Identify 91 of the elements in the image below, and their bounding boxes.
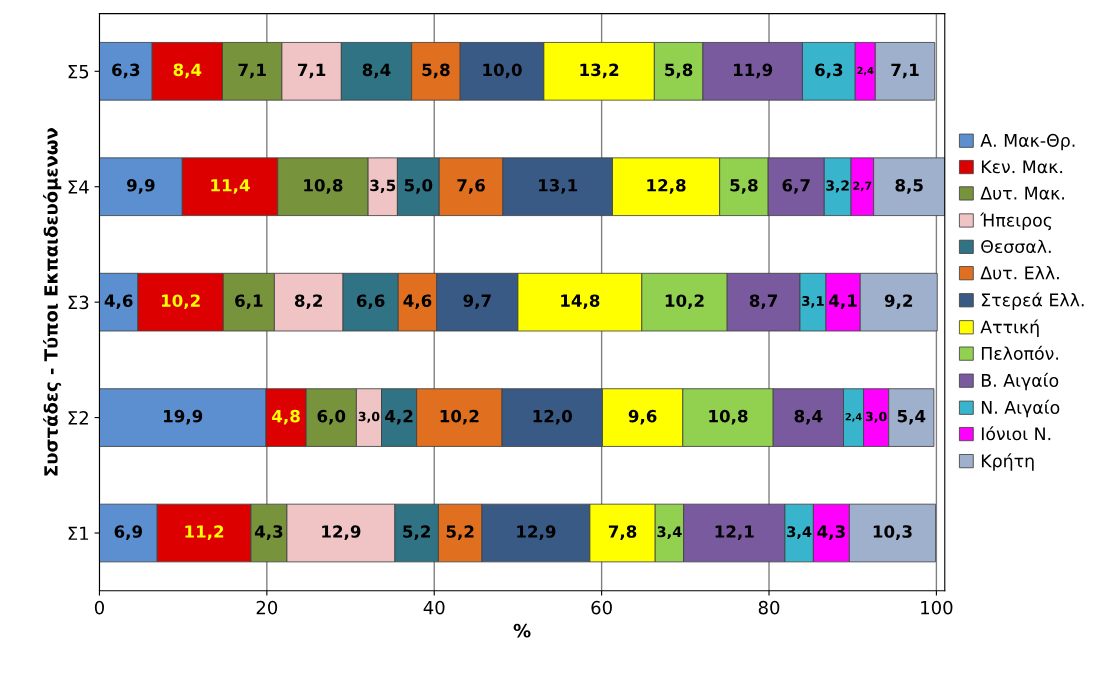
data-label: 6,3 xyxy=(815,63,843,79)
x-tick-label: 40 xyxy=(423,600,445,615)
data-label: 11,9 xyxy=(734,63,773,79)
data-label: 4,3 xyxy=(254,525,283,540)
data-label: 7,8 xyxy=(608,525,637,540)
data-label: 10,8 xyxy=(304,178,343,194)
data-label: 12,9 xyxy=(517,525,556,540)
y-tick-label: Σ2 xyxy=(68,411,88,425)
data-label: 3,4 xyxy=(787,526,812,540)
data-label: 6,1 xyxy=(235,294,263,310)
data-label: 9,7 xyxy=(463,294,491,310)
data-label: 8,7 xyxy=(749,294,778,310)
data-label: 10,2 xyxy=(440,409,479,425)
data-label: 4,6 xyxy=(104,294,133,310)
legend-label: Β. Αιγαίο xyxy=(981,372,1059,391)
y-tick-label: Σ4 xyxy=(68,180,89,194)
data-label: 6,0 xyxy=(317,409,346,425)
data-label: 4,3 xyxy=(817,525,845,540)
x-tick-label: 0 xyxy=(94,600,104,615)
data-label: 7,1 xyxy=(297,63,326,79)
data-label: 8,4 xyxy=(362,63,391,79)
legend-label: Θεσσαλ. xyxy=(981,239,1051,254)
data-label: 7,1 xyxy=(891,63,919,79)
data-label: 3,0 xyxy=(865,411,887,423)
data-label: 4,2 xyxy=(385,409,413,425)
data-label: 8,4 xyxy=(173,63,202,79)
data-label: 5,8 xyxy=(422,63,450,79)
data-label: 11,4 xyxy=(211,179,250,194)
data-label: 10,0 xyxy=(483,63,522,79)
data-label: 2,4 xyxy=(845,413,862,422)
data-label: 12,0 xyxy=(533,409,573,425)
data-label: 2,7 xyxy=(853,181,872,192)
x-tick-label: 100 xyxy=(921,600,953,615)
x-tick-label: 20 xyxy=(256,600,278,615)
data-label: 8,4 xyxy=(794,409,823,425)
data-label: 5,2 xyxy=(446,525,474,540)
data-label: 3,2 xyxy=(826,180,849,193)
data-label: 4,8 xyxy=(272,409,300,425)
legend-label: Ιόνιοι Ν. xyxy=(981,426,1051,441)
data-label: 5,4 xyxy=(897,410,926,425)
data-label: 10,2 xyxy=(161,294,200,310)
legend-label: Ν. Αιγαίο xyxy=(981,399,1060,418)
data-label: 6,3 xyxy=(112,63,140,79)
data-label: 7,6 xyxy=(457,178,485,194)
data-label: 19,9 xyxy=(164,409,203,425)
data-label: 3,4 xyxy=(657,526,682,540)
data-label: 2,4 xyxy=(857,66,874,76)
legend-label: Κεν. Μακ. xyxy=(981,160,1063,174)
data-label: 8,2 xyxy=(294,294,322,310)
data-label: 12,1 xyxy=(715,525,754,540)
legend-label: Ήπειρος xyxy=(980,212,1052,231)
legend-label: Στερεά Ελλ. xyxy=(981,292,1084,310)
data-label: 3,0 xyxy=(358,411,380,423)
data-label: 9,9 xyxy=(126,178,155,194)
data-label: 10,2 xyxy=(665,294,704,310)
data-label: 4,1 xyxy=(829,294,857,310)
data-label: 5,8 xyxy=(665,63,693,79)
data-label: 5,2 xyxy=(403,525,430,540)
legend-label: Πελοπόν. xyxy=(981,345,1058,360)
data-label: 3,5 xyxy=(370,179,396,194)
x-axis-title: % xyxy=(513,623,531,638)
x-tick-label: 60 xyxy=(591,600,612,615)
legend-label: Α. Μακ-Θρ. xyxy=(980,133,1075,151)
data-label: 4,6 xyxy=(403,294,432,310)
data-label: 10,3 xyxy=(873,525,912,540)
x-tick-label: 80 xyxy=(758,600,780,615)
data-label: 6,9 xyxy=(114,525,143,540)
data-label: 13,2 xyxy=(580,63,619,79)
legend-label: Κρήτη xyxy=(981,453,1034,471)
data-label: 10,8 xyxy=(709,409,748,425)
data-label: 9,6 xyxy=(628,409,657,425)
data-label: 13,1 xyxy=(539,178,578,194)
y-tick-label: Σ1 xyxy=(68,526,89,540)
data-label: 5,8 xyxy=(730,178,758,194)
data-label: 3,1 xyxy=(802,296,824,308)
data-label: 12,8 xyxy=(647,178,686,194)
data-label: 9,2 xyxy=(884,294,913,310)
legend-label: Δυτ. Ελλ. xyxy=(980,266,1059,280)
y-axis-title: Συστάδες - Τύποι Εκπαιδευόμενων xyxy=(43,128,62,476)
data-label: 14,8 xyxy=(561,294,600,310)
data-label: 8,5 xyxy=(895,178,923,194)
y-tick-label: Σ5 xyxy=(68,64,89,79)
data-label: 5,0 xyxy=(404,178,433,194)
data-label: 12,9 xyxy=(322,525,361,540)
y-tick-label: Σ3 xyxy=(68,295,89,310)
legend-label: Αττική xyxy=(980,319,1039,337)
data-label: 7,1 xyxy=(238,63,266,79)
data-label: 11,2 xyxy=(185,525,224,540)
data-label: 6,7 xyxy=(782,178,810,194)
legend-label: Δυτ. Μακ. xyxy=(980,186,1064,200)
data-label: 6,6 xyxy=(356,294,385,310)
